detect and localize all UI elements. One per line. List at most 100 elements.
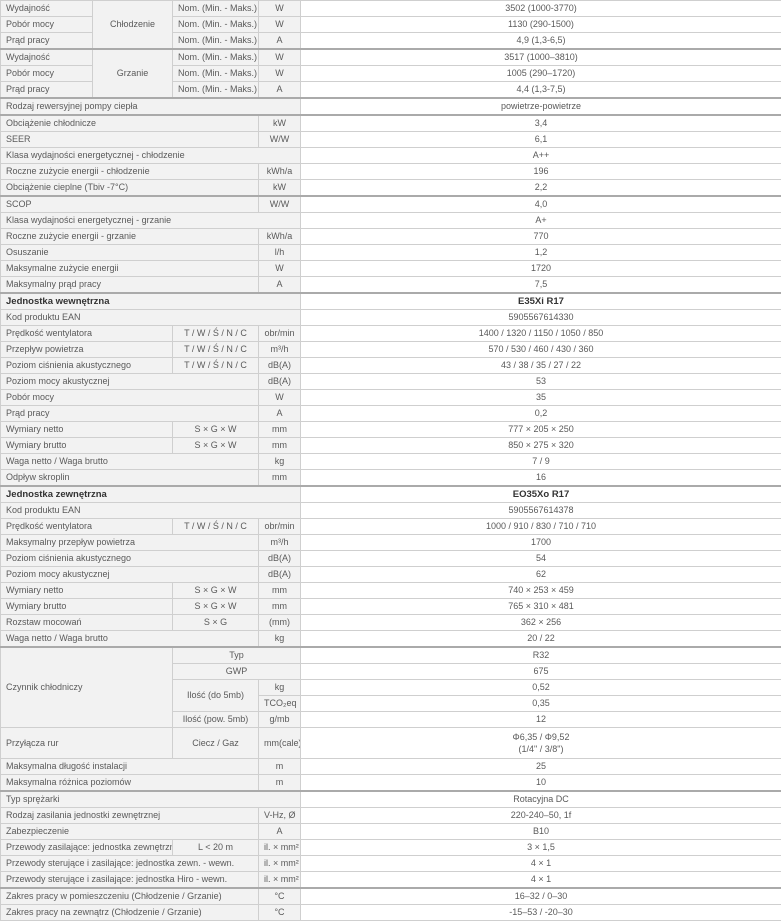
param-qualifier: mm [259,470,301,487]
param-value: 0,35 [301,696,781,712]
param-qualifier: (mm) [259,615,301,631]
table-row: Przewody sterujące i zasilające: jednost… [1,872,781,889]
param-value: 570 / 530 / 460 / 430 / 360 [301,342,781,358]
param-qualifier: T / W / Ś / N / C [173,342,259,358]
param-label: Obciążenie cieplne (Tbiv -7°C) [1,180,259,197]
param-label: Prędkość wentylatora [1,519,173,535]
param-qualifier: mm [259,438,301,454]
param-qualifier: A [259,277,301,294]
param-label: SCOP [1,196,259,213]
param-qualifier: mm [259,422,301,438]
param-value: 1,2 [301,245,781,261]
param-value: 12 [301,712,781,728]
table-row: Przewody zasilające: jednostka zewnętrzn… [1,840,781,856]
param-label: Prąd pracy [1,82,93,99]
table-row: Przewody sterujące i zasilające: jednost… [1,856,781,872]
param-qualifier: m³/h [259,535,301,551]
param-value: 3517 (1000–3810) [301,49,781,66]
param-label: Poziom mocy akustycznej [1,567,259,583]
param-label: Rodzaj rewersyjnej pompy ciepła [1,98,301,115]
param-label: Waga netto / Waga brutto [1,631,259,648]
param-qualifier: A [259,406,301,422]
param-label: Prędkość wentylatora [1,326,173,342]
param-value: 1000 / 910 / 830 / 710 / 710 [301,519,781,535]
param-qualifier: °C [259,905,301,921]
param-label: Osuszanie [1,245,259,261]
param-label: Pobór mocy [1,66,93,82]
table-row: Klasa wydajności energetycznej - chłodze… [1,148,781,164]
param-label: Zakres pracy w pomieszczeniu (Chłodzenie… [1,888,259,905]
param-label: Przyłącza rur [1,728,173,759]
mode-cooling-label: Chłodzenie [93,1,173,50]
param-value: B10 [301,824,781,840]
param-value: 7 / 9 [301,454,781,470]
param-label: Maksymalne zużycie energii [1,261,259,277]
param-label: Rodzaj zasilania jednostki zewnętrznej [1,808,259,824]
param-qualifier: Nom. (Min. - Maks.) [173,1,259,17]
param-qualifier: A [259,824,301,840]
param-label: Wymiary brutto [1,599,173,615]
param-value: 25 [301,759,781,775]
param-label: Wydajność [1,1,93,17]
param-value: powietrze-powietrze [301,98,781,115]
param-value: 16–32 / 0–30 [301,888,781,905]
param-value: 53 [301,374,781,390]
param-label: Maksymalna długość instalacji [1,759,259,775]
param-qualifier: A [259,82,301,99]
param-value: 4,4 (1,3-7,5) [301,82,781,99]
param-qualifier: kWh/a [259,164,301,180]
param-value: 1700 [301,535,781,551]
param-label: Czynnik chłodniczy [1,647,173,728]
param-qualifier: Nom. (Min. - Maks.) [173,33,259,50]
param-value: 850 × 275 × 320 [301,438,781,454]
param-qualifier: V-Hz, Ø [259,808,301,824]
param-qualifier: TCO₂eq [259,696,301,712]
param-qualifier: W [259,390,301,406]
param-label: Zabezpieczenie [1,824,259,840]
param-qualifier: Typ [173,647,301,664]
param-qualifier: dB(A) [259,358,301,374]
table-row: Klasa wydajności energetycznej - grzanie… [1,213,781,229]
param-qualifier: Nom. (Min. - Maks.) [173,82,259,99]
param-qualifier: S × G × W [173,438,259,454]
param-label: Roczne zużycie energii - chłodzenie [1,164,259,180]
param-label: Zakres pracy na zewnątrz (Chłodzenie / G… [1,905,259,921]
param-qualifier: m [259,759,301,775]
param-qualifier: Nom. (Min. - Maks.) [173,17,259,33]
param-value: 7,5 [301,277,781,294]
param-qualifier: A [259,33,301,50]
param-value: 35 [301,390,781,406]
param-label: Prąd pracy [1,33,93,50]
param-label: Roczne zużycie energii - grzanie [1,229,259,245]
param-qualifier: kW [259,180,301,197]
param-value: 3502 (1000-3770) [301,1,781,17]
param-value: 4,9 (1,3-6,5) [301,33,781,50]
param-qualifier: mm [259,599,301,615]
param-value: 740 × 253 × 459 [301,583,781,599]
param-label: Wymiary netto [1,422,173,438]
param-value: 220-240–50, 1f [301,808,781,824]
param-label: Kod produktu EAN [1,503,301,519]
param-value: Φ6,35 / Φ9,52(1/4" / 3/8") [301,728,781,759]
